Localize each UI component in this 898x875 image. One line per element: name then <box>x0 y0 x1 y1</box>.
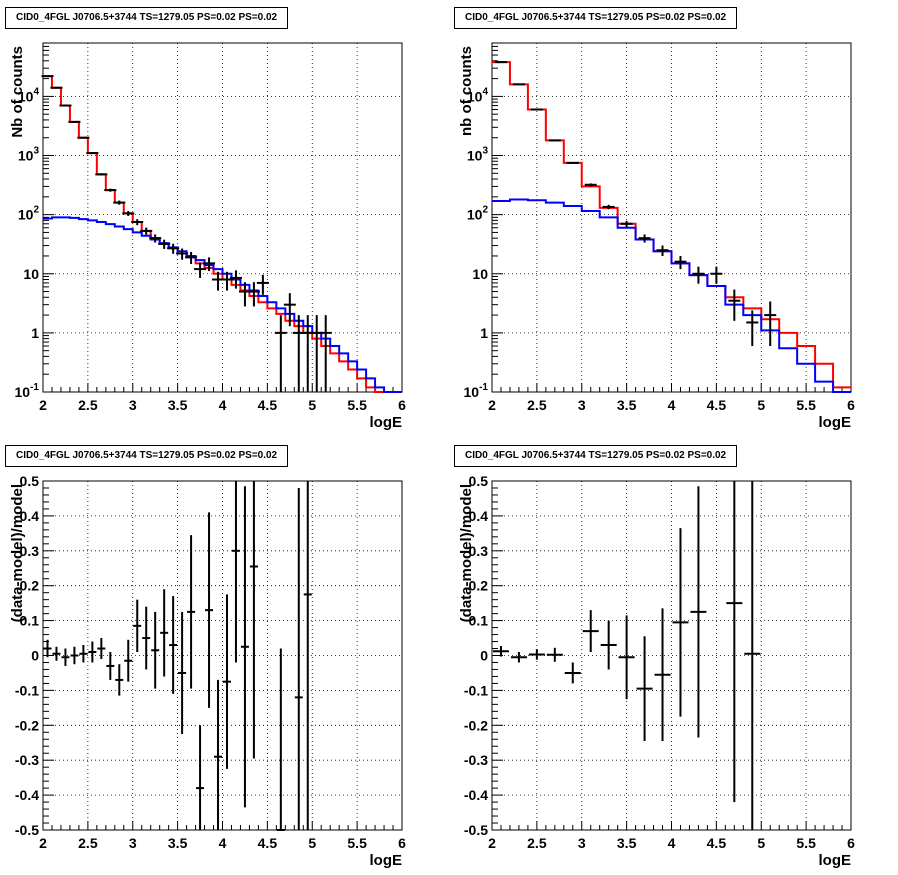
x-tick-label: 3 <box>578 397 586 413</box>
x-tick-label: 3.5 <box>168 397 188 413</box>
x-tick-label: 4 <box>668 397 676 413</box>
y-tick-label: -0.4 <box>464 787 488 803</box>
x-tick-label: 6 <box>847 397 855 413</box>
y-tick-label: -0.3 <box>15 752 39 768</box>
y-axis-label: Nb of counts <box>9 46 26 138</box>
y-tick-label: 1 <box>480 325 488 341</box>
y-tick-label: -0.1 <box>15 682 39 698</box>
y-tick-label: 104 <box>18 86 40 104</box>
y-tick-label: 10 <box>23 266 39 282</box>
y-axis-label: (data-model)/model <box>458 484 475 622</box>
x-tick-label: 5 <box>757 835 765 851</box>
plot-frame <box>42 480 403 831</box>
y-tick-label: -0.1 <box>464 682 488 698</box>
x-tick-label: 5 <box>308 397 316 413</box>
x-tick-label: 4 <box>668 835 676 851</box>
y-tick-label: -0.5 <box>464 822 488 838</box>
x-tick-label: 2 <box>488 397 496 413</box>
x-tick-label: 6 <box>398 397 406 413</box>
y-tick-label: 0.3 <box>469 543 489 559</box>
model-step-line <box>492 198 851 393</box>
x-tick-label: 3.5 <box>617 835 637 851</box>
y-tick-label: 10-1 <box>15 382 40 400</box>
y-tick-label: -0.3 <box>464 752 488 768</box>
y-tick-label: 0.1 <box>469 613 489 629</box>
x-tick-label: 5.5 <box>347 835 367 851</box>
chart-plot: 2 2.5 3 3.5 4 4.5 5 5.5 6 -0.5 -0.4 -0.3 -0.2 -0.1 0 0.… <box>458 473 855 869</box>
chart-title: CID0_4FGL J0706.5+3744 TS=1279.05 PS=0.0… <box>454 7 738 29</box>
x-axis-label: logE <box>819 852 852 869</box>
panel-residual-right: CID0_4FGL J0706.5+3744 TS=1279.05 PS=0.0… <box>449 438 898 875</box>
chart-plot: 2 2.5 3 3.5 4 4.5 5 5.5 6 10-1 1 10 102 103 104 logE Nb … <box>9 42 406 431</box>
x-tick-label: 5.5 <box>796 835 816 851</box>
x-tick-label: 4.5 <box>258 835 278 851</box>
y-tick-label: 0 <box>480 648 488 664</box>
x-tick-label: 6 <box>398 835 406 851</box>
y-tick-label: 10 <box>472 266 488 282</box>
x-tick-label: 4 <box>219 397 227 413</box>
x-tick-label: 5.5 <box>796 397 816 413</box>
y-tick-label: 0.3 <box>20 543 40 559</box>
y-tick-label: 103 <box>467 146 489 164</box>
x-tick-label: 6 <box>847 835 855 851</box>
chart-title: CID0_4FGL J0706.5+3744 TS=1279.05 PS=0.0… <box>5 445 289 467</box>
model-step-line <box>43 216 402 393</box>
x-tick-label: 4.5 <box>707 835 727 851</box>
y-tick-label: 102 <box>467 205 489 223</box>
x-tick-label: 3 <box>578 835 586 851</box>
x-tick-label: 4.5 <box>258 397 278 413</box>
y-tick-label: -0.4 <box>15 787 39 803</box>
x-tick-label: 2.5 <box>527 835 547 851</box>
x-tick-label: 4.5 <box>707 397 727 413</box>
x-tick-label: 2 <box>488 835 496 851</box>
y-tick-label: 0.2 <box>469 578 489 594</box>
y-tick-label: 0.2 <box>20 578 40 594</box>
x-tick-label: 5 <box>308 835 316 851</box>
y-tick-label: 104 <box>467 86 489 104</box>
y-tick-label: 10-1 <box>464 382 489 400</box>
y-tick-label: 102 <box>18 205 40 223</box>
y-tick-label: 0.4 <box>469 508 489 524</box>
x-tick-label: 3 <box>129 835 137 851</box>
panel-counts-right: CID0_4FGL J0706.5+3744 TS=1279.05 PS=0.0… <box>449 0 898 437</box>
chart-plot: 2 2.5 3 3.5 4 4.5 5 5.5 6 10-1 1 10 102 103 104 logE nb … <box>458 42 855 431</box>
panel-counts-left: CID0_4FGL J0706.5+3744 TS=1279.05 PS=0.0… <box>0 0 449 437</box>
x-tick-label: 4 <box>219 835 227 851</box>
plot-frame <box>42 42 403 393</box>
x-tick-label: 3.5 <box>168 835 188 851</box>
x-tick-label: 3.5 <box>617 397 637 413</box>
panel-residual-left: CID0_4FGL J0706.5+3744 TS=1279.05 PS=0.0… <box>0 438 449 875</box>
y-axis-label: (data-model)/model <box>9 484 26 622</box>
x-axis-label: logE <box>370 414 403 431</box>
y-tick-label: 103 <box>18 146 40 164</box>
x-axis-label: logE <box>370 852 403 869</box>
x-tick-label: 2.5 <box>527 397 547 413</box>
y-tick-label: 0 <box>31 648 39 664</box>
y-tick-label: 1 <box>31 325 39 341</box>
y-tick-label: 0.1 <box>20 613 40 629</box>
y-tick-label: -0.5 <box>15 822 39 838</box>
y-tick-label: 0.5 <box>20 473 40 489</box>
chart-plot: 2 2.5 3 3.5 4 4.5 5 5.5 6 -0.5 -0.4 -0.3 -0.2 -0.1 0 0.… <box>9 473 406 869</box>
y-tick-label: -0.2 <box>15 717 39 733</box>
x-tick-label: 2.5 <box>78 835 98 851</box>
x-tick-label: 5 <box>757 397 765 413</box>
x-tick-label: 3 <box>129 397 137 413</box>
chart-title: CID0_4FGL J0706.5+3744 TS=1279.05 PS=0.0… <box>454 445 738 467</box>
x-tick-label: 5.5 <box>347 397 367 413</box>
y-tick-label: -0.2 <box>464 717 488 733</box>
x-tick-label: 2 <box>39 397 47 413</box>
y-tick-label: 0.4 <box>20 508 40 524</box>
x-axis-label: logE <box>819 414 852 431</box>
y-axis-label: nb of counts <box>458 46 475 136</box>
x-tick-label: 2 <box>39 835 47 851</box>
x-tick-label: 2.5 <box>78 397 98 413</box>
chart-title: CID0_4FGL J0706.5+3744 TS=1279.05 PS=0.0… <box>5 7 289 29</box>
y-tick-label: 0.5 <box>469 473 489 489</box>
